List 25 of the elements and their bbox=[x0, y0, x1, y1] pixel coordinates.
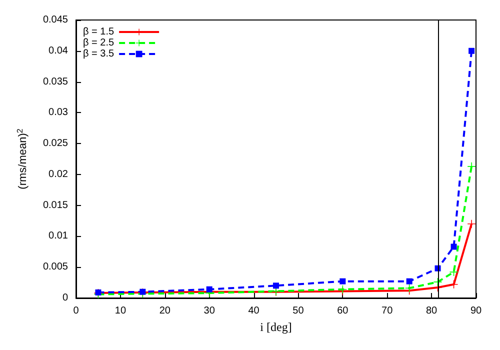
x-tick-label: 0 bbox=[73, 306, 80, 316]
y-tick-label: 0.035 bbox=[42, 76, 68, 88]
x-tick-label: 40 bbox=[248, 306, 260, 316]
y-tick-label: 0.02 bbox=[48, 168, 68, 180]
y-tick-label: 0.015 bbox=[42, 200, 68, 211]
y-tick-label: 0.03 bbox=[48, 107, 68, 118]
x-tick-label: 30 bbox=[204, 306, 216, 316]
y-axis-title: (rms/mean)2 bbox=[16, 128, 29, 190]
y-tick-label: 0 bbox=[62, 292, 68, 304]
legend-label: β = 1.5 bbox=[82, 26, 114, 38]
y-tick-label: 0.025 bbox=[42, 138, 68, 150]
x-tick-label: 70 bbox=[382, 306, 394, 316]
x-tick-label: 10 bbox=[114, 306, 126, 316]
x-tick-label: 80 bbox=[426, 306, 438, 316]
x-tick-label: 50 bbox=[292, 306, 304, 316]
x-tick-label: 60 bbox=[337, 306, 349, 316]
legend-label: β = 3.5 bbox=[82, 48, 114, 60]
x-tick-label: 90 bbox=[470, 306, 482, 316]
y-tick-label: 0.01 bbox=[48, 230, 68, 242]
y-tick-label: 0.045 bbox=[42, 14, 68, 26]
x-tick-label: 20 bbox=[159, 306, 171, 316]
legend-label: β = 2.5 bbox=[82, 38, 114, 48]
y-tick-label: 0.04 bbox=[48, 45, 68, 56]
y-tick-label: 0.005 bbox=[42, 262, 68, 273]
x-axis-title: i [deg] bbox=[260, 320, 292, 334]
